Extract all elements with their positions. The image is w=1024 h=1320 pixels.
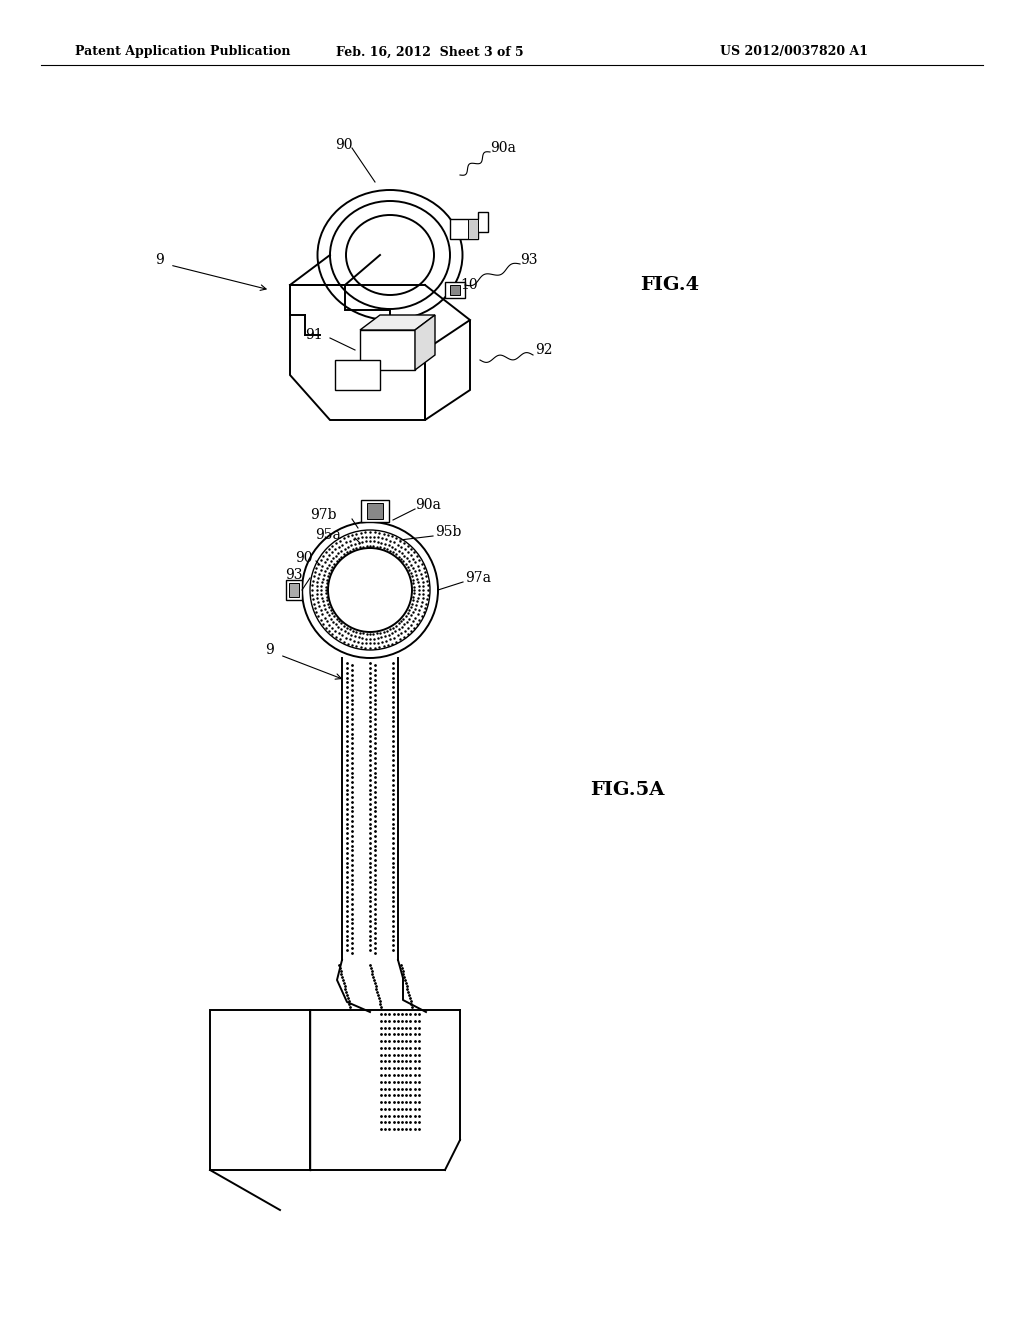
Text: 97a: 97a (465, 572, 490, 585)
Text: Feb. 16, 2012  Sheet 3 of 5: Feb. 16, 2012 Sheet 3 of 5 (336, 45, 524, 58)
Text: 10: 10 (460, 279, 477, 292)
Polygon shape (450, 285, 460, 294)
Text: 91: 91 (305, 327, 323, 342)
Text: FIG.5A: FIG.5A (590, 781, 665, 799)
Text: 90a: 90a (415, 498, 441, 512)
Text: 92: 92 (535, 343, 553, 356)
Polygon shape (468, 219, 478, 239)
Text: 90: 90 (295, 550, 312, 565)
Polygon shape (450, 213, 488, 239)
Polygon shape (360, 315, 435, 330)
Polygon shape (286, 579, 302, 601)
Polygon shape (335, 360, 380, 389)
Text: 93: 93 (520, 253, 538, 267)
Polygon shape (415, 315, 435, 370)
Text: 9: 9 (265, 643, 273, 657)
Text: 93: 93 (285, 568, 302, 582)
Text: Patent Application Publication: Patent Application Publication (75, 45, 291, 58)
Text: 95a: 95a (315, 528, 341, 543)
Text: 90a: 90a (490, 141, 516, 154)
Polygon shape (361, 500, 389, 521)
Text: US 2012/0037820 A1: US 2012/0037820 A1 (720, 45, 868, 58)
Text: 95b: 95b (435, 525, 462, 539)
Polygon shape (445, 282, 465, 298)
Text: 90: 90 (335, 139, 352, 152)
Polygon shape (210, 1010, 310, 1170)
Text: 9: 9 (155, 253, 164, 267)
Polygon shape (289, 583, 299, 597)
Text: FIG.4: FIG.4 (640, 276, 699, 294)
Polygon shape (360, 330, 415, 370)
Polygon shape (367, 503, 383, 519)
Text: 97b: 97b (310, 508, 337, 521)
